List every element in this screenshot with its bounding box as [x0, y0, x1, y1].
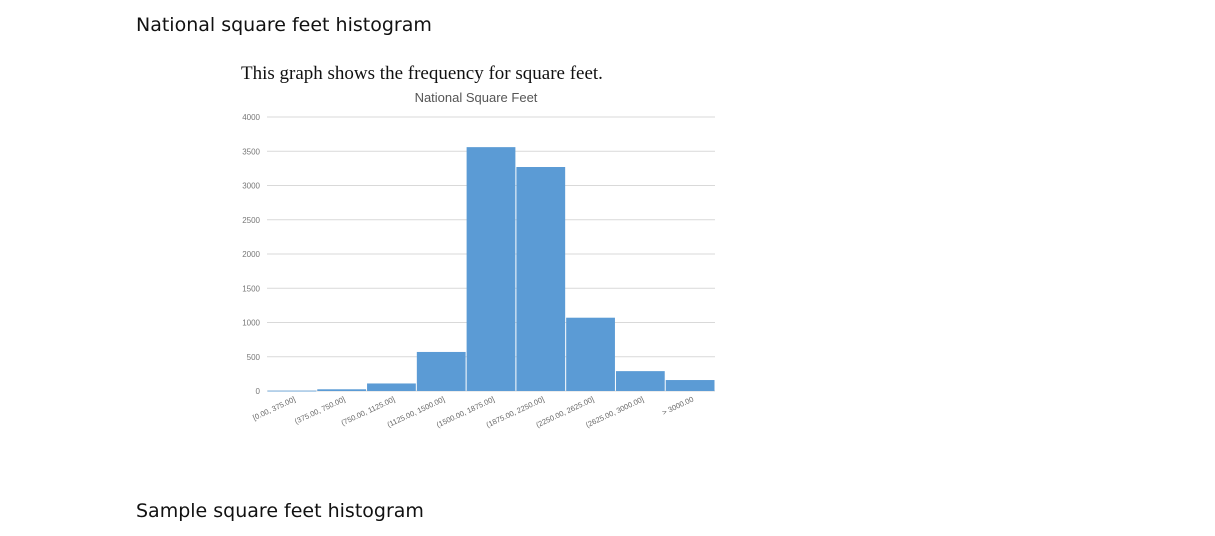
heading-sample: Sample square feet histogram	[136, 500, 424, 522]
y-tick-label: 3500	[242, 147, 260, 156]
y-tick-label: 2000	[242, 250, 260, 259]
histogram-bar	[665, 380, 715, 391]
histogram-bar	[566, 317, 615, 391]
histogram-bar	[317, 389, 367, 391]
x-tick-label: (375.00, 750.00]	[293, 395, 346, 426]
chart-title: National Square Feet	[415, 90, 538, 105]
chart-caption: This graph shows the frequency for squar…	[241, 63, 603, 84]
y-tick-label: 0	[256, 387, 261, 396]
heading-national: National square feet histogram	[136, 14, 432, 36]
histogram-chart: National Square Feet 0 500 1000 1500 2000 250…	[242, 90, 715, 429]
y-tick-label: 1000	[242, 319, 260, 328]
y-tick-label: 3000	[242, 182, 260, 191]
y-tick-label: 4000	[242, 113, 260, 122]
y-tick-label: 2500	[242, 216, 260, 225]
y-tick-label: 500	[247, 353, 261, 362]
histogram-bar	[267, 390, 317, 392]
histogram-bar	[615, 371, 665, 391]
histogram-bar	[516, 167, 566, 391]
histogram-bar	[416, 351, 466, 391]
y-tick-label: 1500	[242, 284, 260, 293]
histogram-bar	[466, 147, 516, 391]
x-tick-label: > 3000.00	[661, 395, 695, 417]
histogram-bar	[367, 383, 416, 391]
x-tick-label: [0.00, 375.00]	[251, 395, 296, 423]
